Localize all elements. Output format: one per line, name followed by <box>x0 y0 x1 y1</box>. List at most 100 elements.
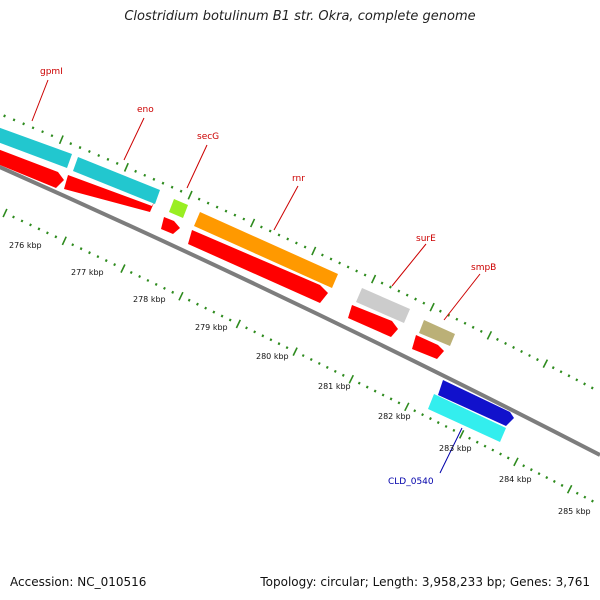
major-tick <box>187 190 193 200</box>
upper-dotted-ruler <box>3 114 594 390</box>
cds-arrow[interactable] <box>0 148 64 188</box>
minor-tick <box>215 205 219 209</box>
kbp-tick-labels: 276 kbp 277 kbp 278 kbp 279 kbp 280 kbp … <box>9 241 591 516</box>
minor-tick <box>380 281 384 285</box>
minor-tick <box>389 285 392 289</box>
major-tick <box>486 330 493 340</box>
minor-tick <box>381 393 385 397</box>
minor-tick <box>204 306 208 310</box>
minor-tick <box>113 263 117 267</box>
minor-tick <box>499 452 502 456</box>
minor-tick <box>405 293 409 297</box>
minor-tick <box>50 134 54 138</box>
gene-label[interactable]: surE <box>416 234 436 244</box>
cds-arrow[interactable] <box>348 305 398 337</box>
kbp-tick-label: 284 kbp <box>499 475 532 484</box>
minor-tick <box>245 326 248 330</box>
minor-tick <box>529 468 533 472</box>
minor-tick <box>468 436 471 440</box>
minor-tick <box>590 386 594 390</box>
major-tick <box>123 162 129 172</box>
minor-tick <box>520 349 523 354</box>
minor-tick <box>583 382 586 386</box>
gene-block-smpB[interactable] <box>419 320 455 346</box>
gene-label[interactable]: rnr <box>292 174 305 184</box>
gene-label[interactable]: smpB <box>471 263 496 273</box>
minor-tick <box>171 290 175 294</box>
major-tick <box>458 429 465 439</box>
minor-tick <box>363 273 367 277</box>
cds-arrow[interactable] <box>64 175 156 212</box>
major-tick <box>249 218 256 228</box>
major-tick <box>566 484 573 494</box>
minor-tick <box>528 354 531 358</box>
gene-label[interactable]: eno <box>137 105 154 115</box>
minor-tick <box>88 251 91 255</box>
kbp-tick-label: 279 kbp <box>195 323 228 332</box>
minor-tick <box>309 357 313 362</box>
minor-tick <box>41 130 44 134</box>
accession-text: Accession: NC_010516 <box>10 575 147 589</box>
minor-tick <box>129 270 133 275</box>
minor-tick <box>212 310 216 314</box>
gene-label[interactable]: CLD_0540 <box>388 477 434 487</box>
minor-tick <box>286 237 290 241</box>
minor-tick <box>12 215 15 219</box>
minor-tick <box>187 298 191 302</box>
minor-tick <box>152 177 156 181</box>
kbp-tick-label: 283 kbp <box>439 444 472 453</box>
cds-arrow[interactable] <box>188 230 328 303</box>
gene-block-eno[interactable] <box>73 157 160 204</box>
map-title: Clostridium botulinum B1 str. Okra, comp… <box>124 9 476 24</box>
gene-block-rnr[interactable] <box>194 212 338 288</box>
minor-tick <box>496 337 499 341</box>
minor-tick <box>87 149 91 154</box>
minor-tick <box>3 114 6 118</box>
minor-tick <box>583 495 587 499</box>
gene-block-blue[interactable] <box>438 380 514 426</box>
cds-arrow[interactable] <box>161 217 180 234</box>
minor-tick <box>220 314 224 318</box>
minor-tick <box>373 389 377 393</box>
minor-tick <box>31 126 35 130</box>
minor-tick <box>285 346 289 350</box>
minor-tick <box>397 289 401 293</box>
gene-block-surE[interactable] <box>356 288 410 323</box>
kbp-tick-label: 285 kbp <box>558 507 591 516</box>
minor-tick <box>357 381 361 385</box>
minor-tick <box>365 385 369 389</box>
cds-arrow[interactable] <box>412 335 444 359</box>
minor-tick <box>228 318 232 322</box>
major-tick <box>120 264 126 273</box>
kbp-tick-label: 276 kbp <box>9 241 42 250</box>
minor-tick <box>104 259 108 263</box>
major-tick <box>542 359 549 368</box>
minor-tick <box>575 378 579 382</box>
minor-tick <box>537 472 541 476</box>
major-tick <box>429 302 435 312</box>
minor-tick <box>545 476 549 480</box>
gene-label[interactable]: gpmI <box>40 67 63 77</box>
gene-label[interactable]: secG <box>197 132 219 142</box>
gene-block-gpmI[interactable] <box>0 126 72 168</box>
minor-tick <box>106 157 110 161</box>
minor-tick <box>259 225 263 229</box>
gene-block-CLD_0540[interactable] <box>428 394 506 442</box>
minor-tick <box>536 358 539 362</box>
minor-tick <box>261 334 265 338</box>
minor-tick <box>479 329 483 333</box>
gene-block-secG[interactable] <box>169 199 188 218</box>
minor-tick <box>179 189 183 193</box>
minor-tick <box>421 413 424 417</box>
minor-tick <box>320 253 324 257</box>
minor-tick <box>317 361 321 365</box>
minor-tick <box>37 227 41 231</box>
minor-tick <box>12 118 16 122</box>
major-tick <box>404 402 410 412</box>
major-tick <box>61 236 67 246</box>
minor-tick <box>161 181 165 185</box>
minor-tick <box>138 274 142 279</box>
minor-tick <box>333 369 337 373</box>
genome-summary-text: Topology: circular; Length: 3,958,233 bp… <box>260 575 590 589</box>
minor-tick <box>506 456 510 460</box>
